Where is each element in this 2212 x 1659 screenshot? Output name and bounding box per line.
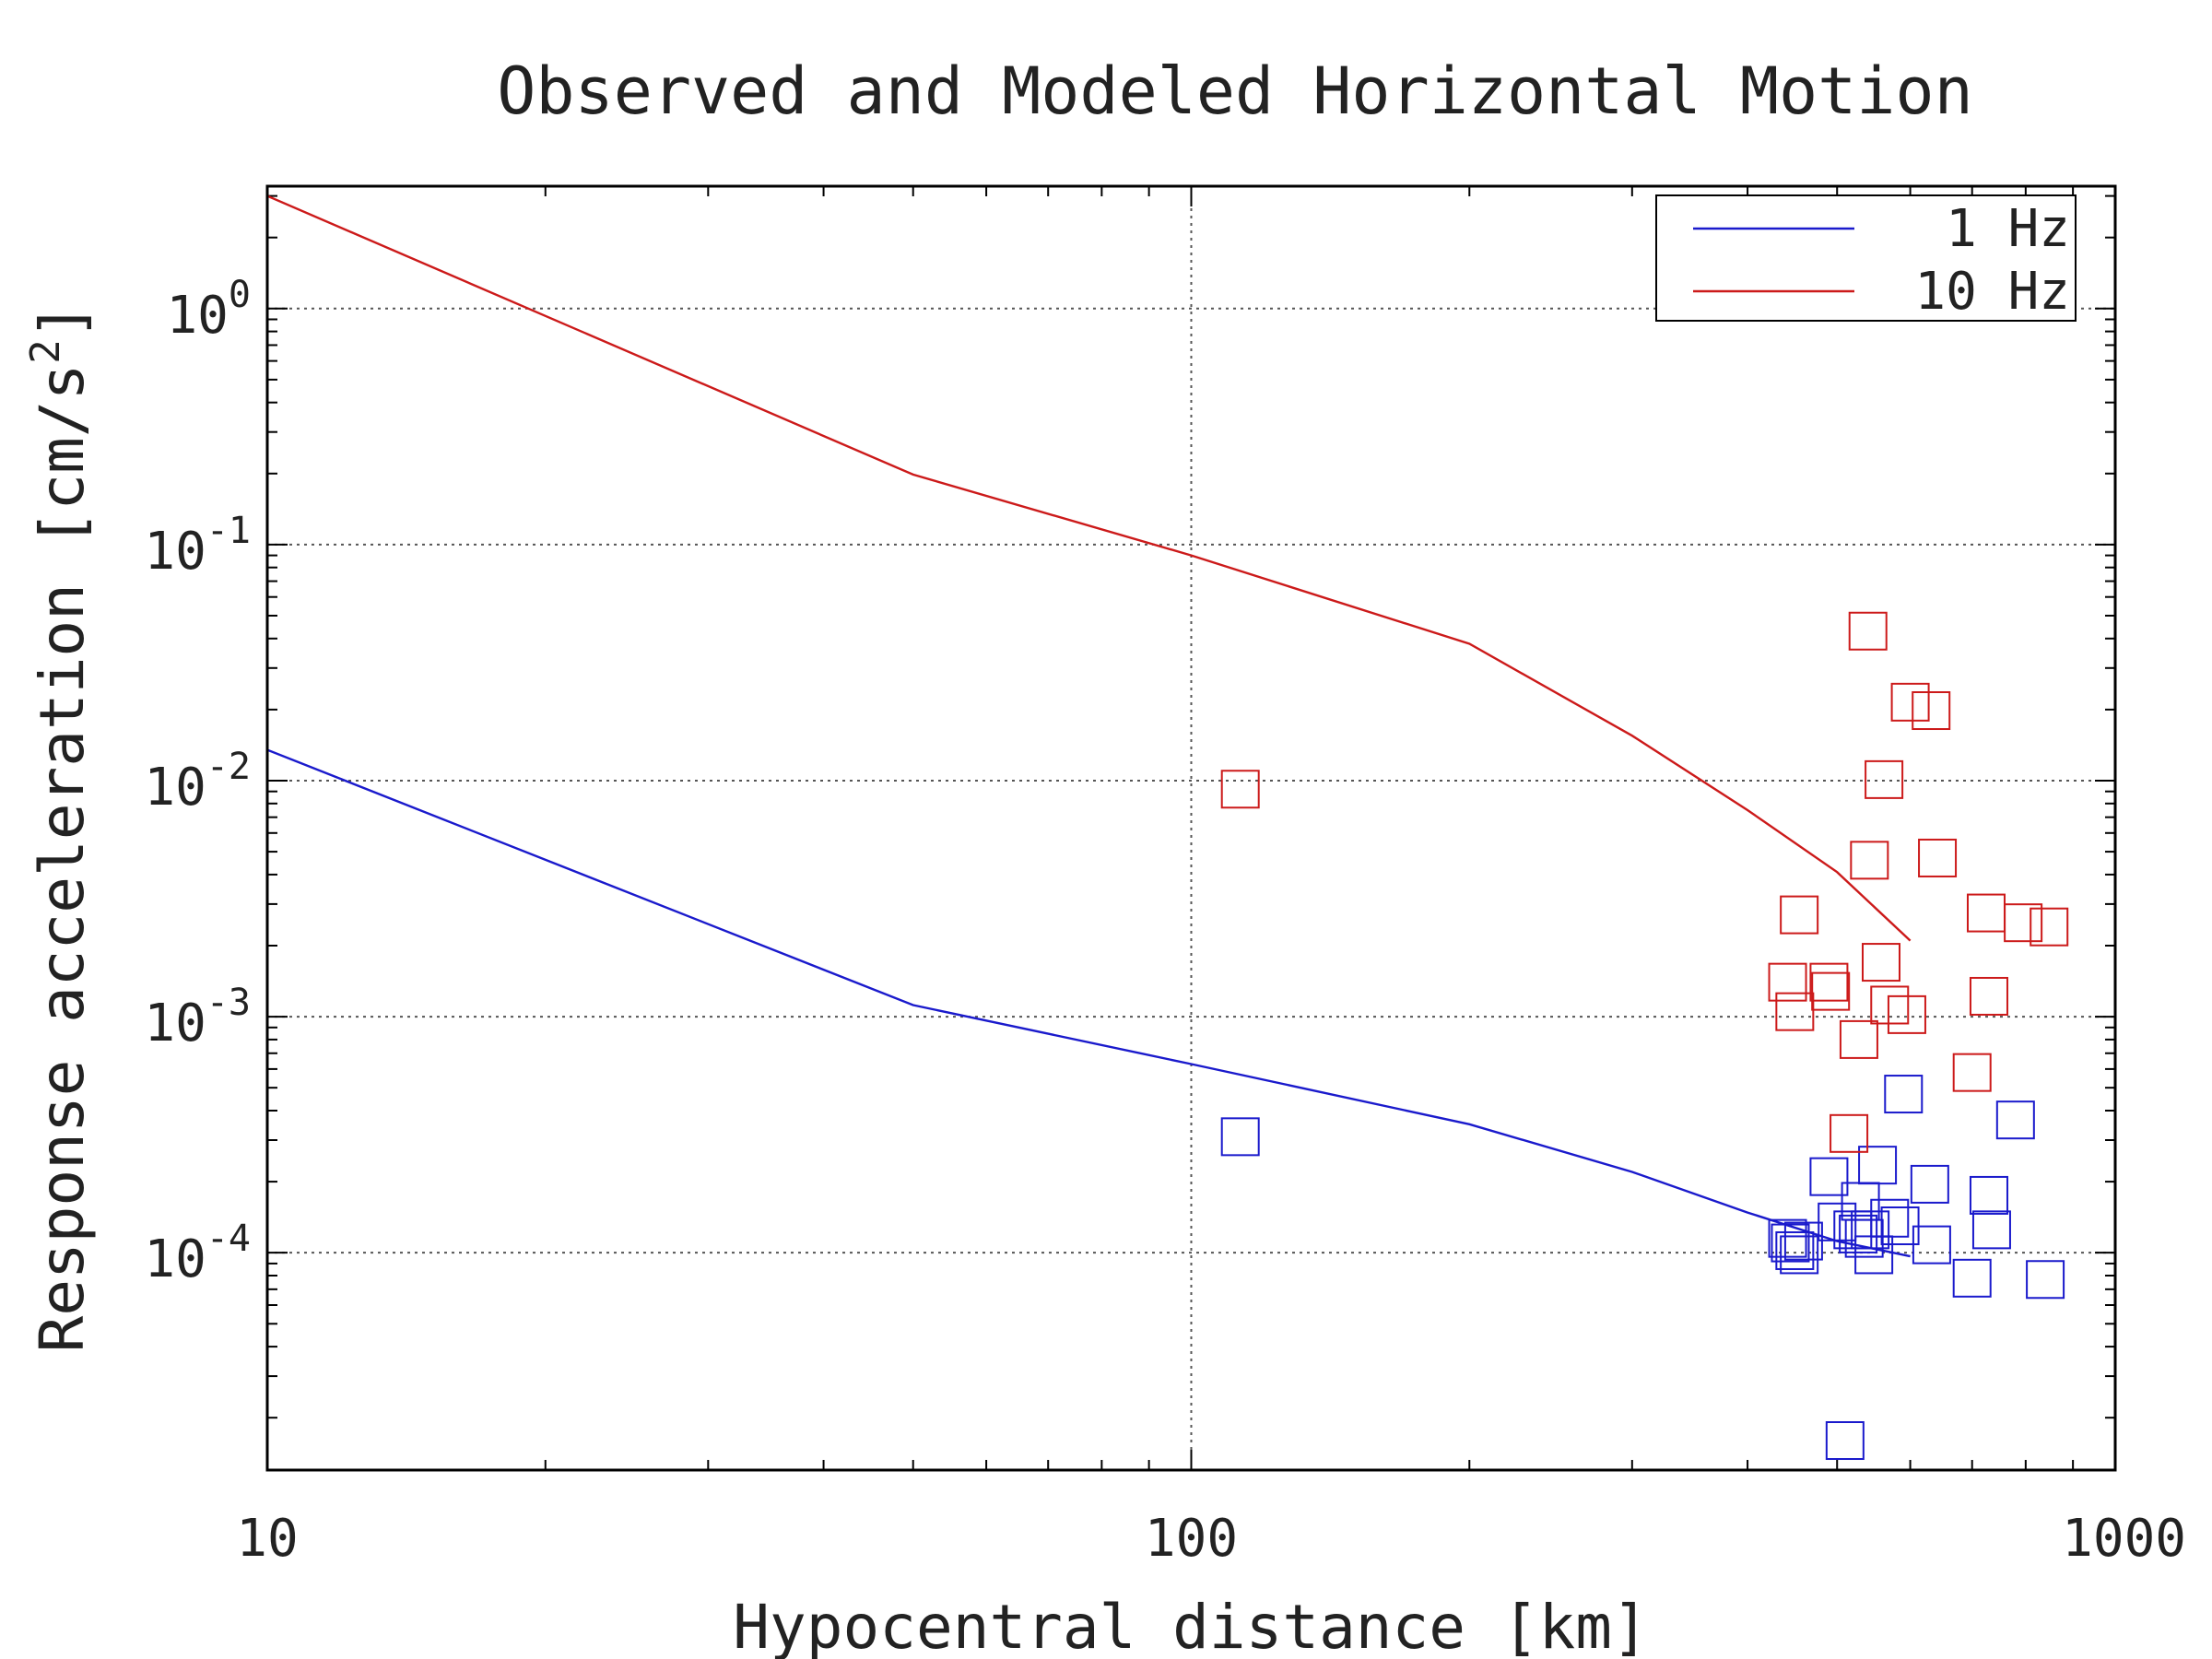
x-tick-label: 10 <box>236 1509 298 1569</box>
data-point-1-hz <box>1969 1175 2008 1215</box>
y-tick-label-base: 10 <box>144 994 206 1053</box>
data-point-1-hz <box>1971 1210 2011 1250</box>
data-point-10-hz <box>1865 759 1904 799</box>
data-point-10-hz <box>2030 907 2069 947</box>
data-point-10-hz <box>1839 1019 1878 1059</box>
x-tick-labels: 10 100 1000 <box>236 1509 2186 1569</box>
data-point-1-hz <box>1768 1218 1807 1258</box>
grid-lines <box>267 186 2115 1470</box>
data-point-1-hz <box>1771 1223 1810 1263</box>
y-axis-label-close: ] <box>27 302 98 339</box>
data-point-1-hz <box>1995 1100 2035 1140</box>
legend-label: 1 Hz <box>1946 199 2070 259</box>
y-tick-label-base: 10 <box>144 522 206 582</box>
data-point-10-hz <box>1811 971 1851 1011</box>
data-point-10-hz <box>1912 691 1951 731</box>
legend-box <box>1655 194 2077 322</box>
data-point-10-hz <box>1848 611 1888 651</box>
y-tick-label: 100 <box>166 274 251 346</box>
x-tick-label: 1000 <box>2062 1509 2186 1569</box>
y-tick-label-base: 10 <box>144 758 206 818</box>
data-point-1-hz <box>1818 1202 1857 1241</box>
x-tick-label: 100 <box>1145 1509 1238 1569</box>
y-tick-label-exponent: -3 <box>206 982 251 1024</box>
y-tick-label: 10-3 <box>144 982 251 1053</box>
data-point-1-hz <box>1809 1157 1849 1196</box>
data-point-1-hz <box>1780 1235 1819 1275</box>
data-point-10-hz <box>1890 682 1930 722</box>
y-axis-label-superscript: 2 <box>22 339 69 364</box>
data-point-1-hz <box>1844 1218 1884 1258</box>
chart-title: Observed and Modeled Horizontal Motion <box>497 53 1972 129</box>
y-tick-label: 10-4 <box>144 1218 251 1289</box>
model-line-10-hz <box>267 194 1912 942</box>
data-point-10-hz <box>1780 895 1819 935</box>
data-point-1-hz <box>1858 1146 1898 1185</box>
y-tick-label-base: 10 <box>144 1230 206 1289</box>
data-point-10-hz <box>1850 841 1889 880</box>
data-point-10-hz <box>1830 1113 1869 1153</box>
data-point-10-hz <box>1862 943 1901 982</box>
data-point-10-hz <box>1870 985 1910 1025</box>
data-point-1-hz <box>1825 1421 1865 1461</box>
plot-frame <box>265 184 2117 1472</box>
y-tick-label: 10-2 <box>144 746 251 818</box>
observed-points <box>1220 611 2069 1461</box>
y-tick-label-exponent: -1 <box>206 510 251 552</box>
data-point-1-hz <box>2026 1260 2065 1300</box>
data-point-1-hz <box>1912 1225 1951 1265</box>
legend-label: 10 Hz <box>1914 262 2070 322</box>
data-point-10-hz <box>1768 962 1807 1002</box>
data-point-1-hz <box>1870 1198 1910 1238</box>
y-axis-label-main: Response acceleration [cm/s <box>27 364 98 1353</box>
data-point-10-hz <box>1775 992 1815 1031</box>
data-point-10-hz <box>1887 994 1926 1034</box>
data-point-1-hz <box>1884 1075 1924 1114</box>
data-point-1-hz <box>1220 1117 1260 1157</box>
data-point-1-hz <box>1952 1258 1992 1298</box>
y-tick-label-exponent: 0 <box>229 274 251 316</box>
y-tick-label: 10-1 <box>144 510 251 582</box>
data-point-1-hz <box>1851 1210 1890 1250</box>
data-point-10-hz <box>1809 962 1849 1002</box>
axis-ticks <box>266 186 2115 1470</box>
y-tick-label-exponent: -2 <box>206 746 251 788</box>
data-point-10-hz <box>1918 838 1958 877</box>
x-axis-label: Hypocentral distance [km] <box>733 1592 1648 1659</box>
data-point-1-hz <box>1910 1164 1949 1204</box>
data-point-1-hz <box>1775 1230 1815 1270</box>
data-point-10-hz <box>2004 903 2043 943</box>
y-tick-label-base: 10 <box>166 286 228 346</box>
data-point-10-hz <box>1220 770 1260 809</box>
data-point-1-hz <box>1839 1214 1878 1253</box>
y-tick-label-exponent: -4 <box>206 1218 251 1260</box>
data-point-10-hz <box>1969 976 2008 1016</box>
data-point-10-hz <box>1952 1053 1992 1092</box>
y-axis-label: Response acceleration [cm/s2] <box>22 302 98 1352</box>
